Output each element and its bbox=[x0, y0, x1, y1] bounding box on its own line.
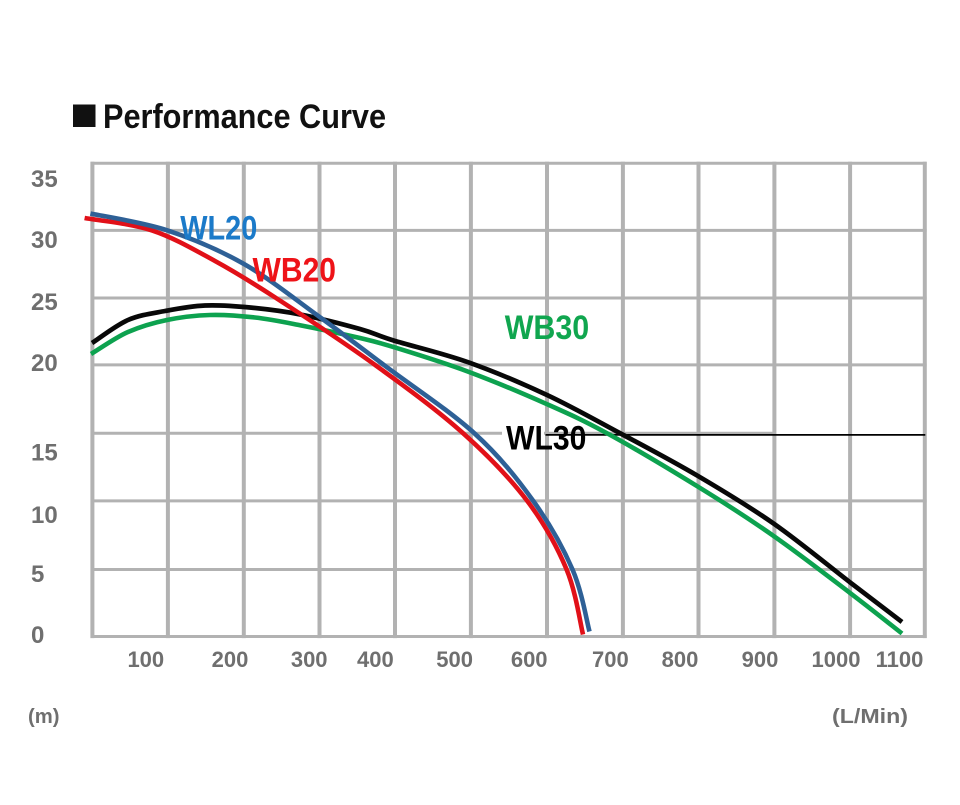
svg-text:300: 300 bbox=[291, 647, 328, 672]
svg-text:200: 200 bbox=[212, 647, 249, 672]
svg-text:15: 15 bbox=[31, 439, 58, 466]
svg-text:0: 0 bbox=[31, 622, 44, 649]
svg-text:WL20: WL20 bbox=[180, 210, 257, 248]
svg-text:1100: 1100 bbox=[876, 647, 924, 672]
svg-text:(m): (m) bbox=[28, 706, 60, 728]
svg-text:5: 5 bbox=[31, 561, 44, 588]
svg-text:WB20: WB20 bbox=[253, 251, 337, 289]
svg-text:600: 600 bbox=[511, 647, 548, 672]
svg-text:WL30: WL30 bbox=[506, 420, 586, 458]
svg-text:100: 100 bbox=[127, 647, 164, 672]
svg-text:500: 500 bbox=[436, 647, 473, 672]
svg-text:800: 800 bbox=[662, 647, 699, 672]
svg-text:35: 35 bbox=[31, 166, 58, 193]
svg-text:20: 20 bbox=[31, 350, 58, 377]
svg-text:10: 10 bbox=[31, 502, 58, 529]
svg-text:WB30: WB30 bbox=[505, 309, 590, 347]
svg-text:30: 30 bbox=[31, 227, 58, 254]
svg-text:700: 700 bbox=[592, 647, 629, 672]
svg-text:900: 900 bbox=[742, 647, 779, 672]
svg-text:1000: 1000 bbox=[812, 647, 861, 672]
svg-text:(L/Min): (L/Min) bbox=[832, 706, 908, 728]
svg-text:Performance Curve: Performance Curve bbox=[103, 98, 386, 136]
svg-text:25: 25 bbox=[31, 289, 58, 316]
svg-text:400: 400 bbox=[357, 647, 394, 672]
